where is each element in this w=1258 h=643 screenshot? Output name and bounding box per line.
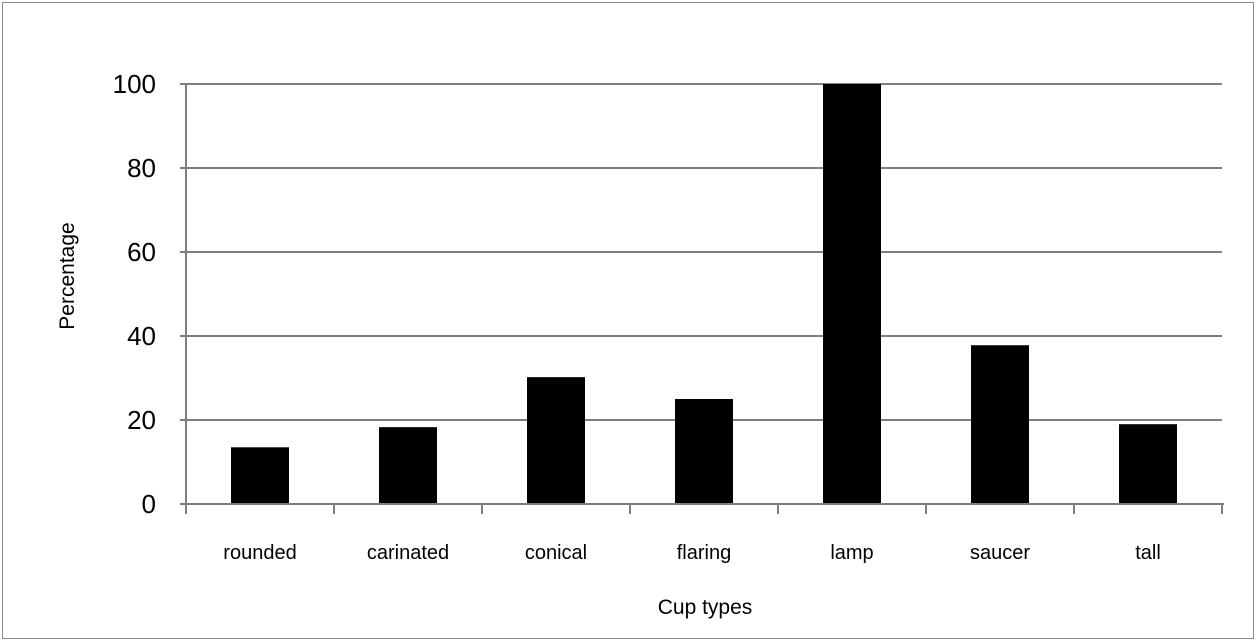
bar-conical <box>527 377 585 504</box>
y-axis-title: Percentage <box>56 222 79 329</box>
y-tick-label: 40 <box>127 321 156 351</box>
x-axis-title: Cup types <box>658 596 753 619</box>
x-tick-labels: rounded carinated conical flaring lamp saucer… <box>223 542 1160 564</box>
y-tick-label: 0 <box>142 489 156 519</box>
x-tick-label-tall: tall <box>1135 542 1161 564</box>
bar-flaring <box>675 399 733 504</box>
x-tick-label-carinated: carinated <box>367 542 449 564</box>
axes <box>180 83 1224 514</box>
bar-lamp <box>823 84 881 504</box>
y-tick-label: 60 <box>127 237 156 267</box>
y-tick-label: 100 <box>113 69 156 99</box>
y-tick-labels: 0 20 40 60 80 100 <box>113 69 156 519</box>
bar-carinated <box>379 427 437 504</box>
x-tick-label-flaring: flaring <box>677 542 731 564</box>
bars <box>231 84 1177 504</box>
y-tick-label: 20 <box>127 405 156 435</box>
x-tick-label-lamp: lamp <box>830 542 873 564</box>
bar-tall <box>1119 424 1177 504</box>
bar-saucer <box>971 345 1029 504</box>
x-tick-label-conical: conical <box>525 542 587 564</box>
x-tick-label-rounded: rounded <box>223 542 296 564</box>
x-tick-label-saucer: saucer <box>970 542 1030 564</box>
bar-rounded <box>231 447 289 504</box>
gridlines <box>186 83 1222 421</box>
y-tick-label: 80 <box>127 153 156 183</box>
